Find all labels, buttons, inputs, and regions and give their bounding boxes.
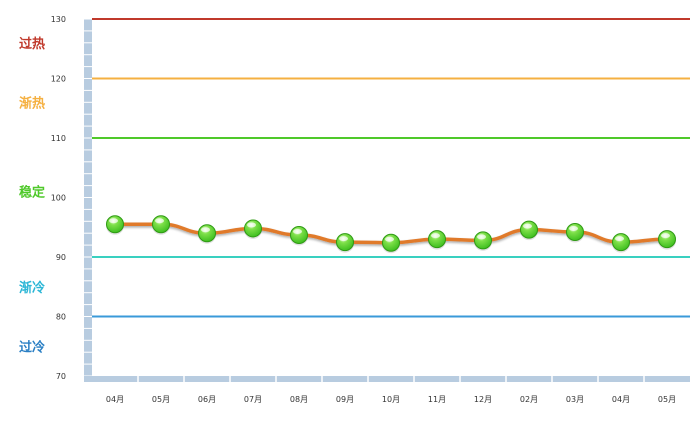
data-point-highlight: [431, 233, 440, 239]
data-point: [612, 233, 630, 252]
y-tick-label: 110: [51, 134, 66, 143]
x-tick-label: 11月: [428, 395, 446, 404]
x-axis-bar: [84, 376, 690, 382]
data-point: [152, 215, 170, 234]
zone-label: 渐冷: [19, 280, 45, 296]
data-point: [106, 215, 124, 234]
data-point-highlight: [569, 226, 578, 232]
y-tick-label: 70: [56, 372, 66, 381]
x-tick-label: 06月: [198, 395, 216, 404]
data-point-highlight: [201, 227, 210, 233]
x-tick-label: 02月: [520, 395, 538, 404]
data-point-highlight: [477, 234, 486, 240]
data-point: [336, 233, 354, 252]
data-point: [474, 231, 492, 250]
data-point: [382, 233, 400, 252]
data-point-highlight: [247, 222, 256, 228]
data-point-highlight: [109, 218, 118, 224]
data-point-highlight: [293, 228, 302, 234]
y-tick-label: 120: [51, 75, 66, 84]
zone-label: 过热: [19, 36, 45, 52]
x-tick-label: 04月: [612, 395, 630, 404]
y-tick-label: 90: [56, 253, 66, 262]
data-point: [290, 225, 308, 244]
x-tick-label: 09月: [336, 395, 354, 404]
data-point: [520, 220, 538, 239]
data-point-highlight: [339, 236, 348, 242]
zone-label: 稳定: [19, 185, 45, 201]
data-point: [566, 223, 584, 242]
data-point-highlight: [615, 236, 624, 242]
data-point-highlight: [523, 223, 532, 229]
x-tick-label: 10月: [382, 395, 400, 404]
x-tick-label: 08月: [290, 395, 308, 404]
data-point: [198, 224, 216, 243]
zone-label: 过冷: [19, 339, 45, 355]
y-tick-label: 130: [51, 15, 66, 24]
data-point-highlight: [385, 236, 394, 242]
x-tick-label: 07月: [244, 395, 262, 404]
data-point-highlight: [661, 233, 670, 239]
y-axis-bar: [84, 19, 92, 382]
y-tick-label: 80: [56, 313, 66, 322]
data-point-highlight: [155, 218, 164, 224]
data-point: [428, 230, 446, 249]
data-point: [658, 230, 676, 249]
x-tick-label: 12月: [474, 395, 492, 404]
x-tick-label: 03月: [566, 395, 584, 404]
x-tick-label: 05月: [152, 395, 170, 404]
x-tick-label: 05月: [658, 395, 676, 404]
x-tick-label: 04月: [106, 395, 124, 404]
data-point: [244, 219, 262, 238]
zone-label: 渐热: [19, 95, 45, 111]
y-tick-label: 100: [51, 194, 66, 203]
